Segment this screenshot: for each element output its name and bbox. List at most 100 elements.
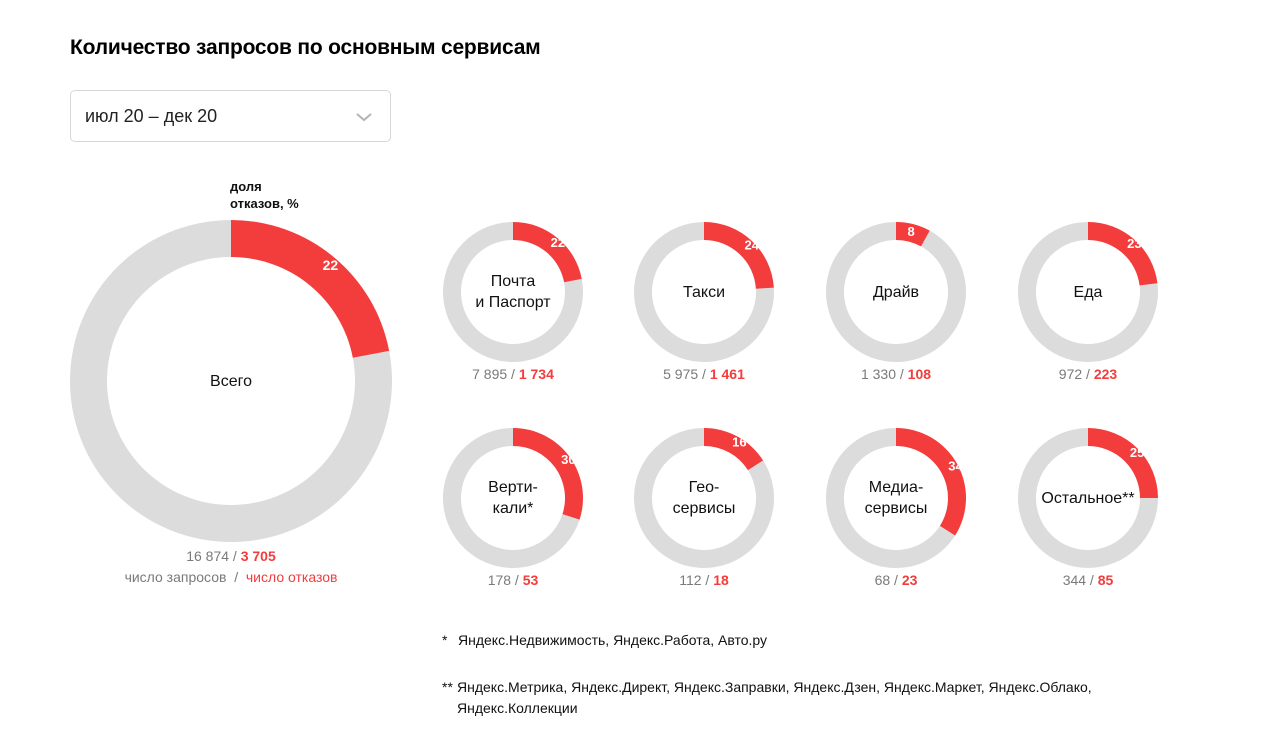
pct-label-service-6: 16	[732, 435, 746, 450]
pct-label-service-8: 25	[1130, 445, 1144, 460]
pct-label-service-1: 22	[551, 235, 565, 250]
footnote-2-line1: Яндекс.Метрика, Яндекс.Директ, Яндекс.За…	[457, 679, 1092, 695]
donut-svg-total: 22	[70, 220, 393, 542]
failures-count: 1 734	[518, 366, 554, 382]
requests-count: 7 895	[472, 366, 508, 382]
failures-count: 23	[901, 572, 918, 588]
center-label-service-4: Еда	[1018, 282, 1158, 303]
stat-separator: /	[507, 366, 519, 382]
stat-separator: /	[890, 572, 902, 588]
stat-total: 16 874 / 3 705	[131, 548, 331, 564]
donut-svg-service-1: 22	[443, 222, 583, 362]
center-label-total: Всего	[70, 371, 392, 392]
period-select-value: июл 20 – дек 20	[85, 106, 218, 126]
requests-count: 68	[874, 572, 891, 588]
pct-label-service-3: 8	[908, 224, 915, 239]
center-label-line: Остальное**	[1041, 489, 1135, 507]
center-label-service-8: Остальное**	[1018, 488, 1158, 509]
donut-service-7: 34 Медиа-сервисы	[826, 428, 966, 568]
fail-slice-service-5	[513, 428, 583, 520]
fail-slice-service-3	[896, 222, 930, 247]
footnote-2-mark: **	[442, 679, 453, 695]
failures-count: 108	[907, 366, 932, 382]
center-label-line: Всего	[210, 372, 252, 390]
stat-service-2: 5 975 / 1 461	[604, 366, 804, 382]
footnote-1-mark: *	[442, 632, 448, 648]
stat-separator: /	[1086, 572, 1098, 588]
donut-service-6: 16 Гео-сервисы	[634, 428, 774, 568]
requests-count: 972	[1058, 366, 1083, 382]
donut-service-1: 22 Почта и Паспорт	[443, 222, 583, 362]
failure-share-label-line2: отказов, %	[230, 196, 299, 211]
donut-svg-service-5: 30	[443, 428, 583, 568]
pct-label-service-7: 34	[948, 459, 963, 474]
chevron-down-icon	[356, 113, 372, 122]
footnote-1-text: Яндекс.Недвижимость, Яндекс.Работа, Авто…	[458, 632, 768, 648]
center-label-service-7: Медиа-сервисы	[826, 477, 966, 519]
failures-count: 53	[522, 572, 539, 588]
failure-share-label-line1: доля	[230, 179, 262, 194]
legend-separator: /	[234, 569, 239, 585]
footnote-2: ** Яндекс.Метрика, Яндекс.Директ, Яндекс…	[442, 677, 1202, 721]
failures-count: 85	[1097, 572, 1114, 588]
requests-count: 178	[487, 572, 512, 588]
center-label-line: и Паспорт	[475, 294, 551, 311]
stat-service-7: 68 / 23	[796, 572, 996, 588]
donut-total: 22 Всего	[70, 220, 393, 542]
legend-fail-label: число отказов	[245, 569, 338, 585]
chart-legend: число запросов / число отказов	[70, 569, 392, 585]
stat-separator: /	[701, 572, 714, 588]
center-label-line: Медиа-	[868, 479, 924, 496]
requests-count: 16 874	[186, 548, 230, 564]
donut-svg-service-8: 25	[1018, 428, 1158, 568]
center-label-line: Гео-	[688, 479, 720, 496]
stat-separator: /	[229, 548, 241, 564]
center-label-line: кали*	[492, 500, 534, 517]
footnote-2-text: Яндекс.Метрика, Яндекс.Директ, Яндекс.За…	[457, 677, 1092, 719]
requests-count: 112	[679, 572, 702, 588]
donut-svg-service-3: 8	[826, 222, 966, 362]
stat-separator: /	[698, 366, 710, 382]
footnote-2-line2: Яндекс.Коллекции	[457, 700, 578, 716]
center-label-service-5: Верти-кали*	[443, 477, 583, 519]
donut-svg-service-2: 24	[634, 222, 774, 362]
center-label-service-6: Гео-сервисы	[634, 477, 774, 519]
stat-service-8: 344 / 85	[988, 572, 1188, 588]
center-label-line: Почта	[490, 273, 536, 290]
stat-separator: /	[1082, 366, 1094, 382]
requests-count: 5 975	[663, 366, 699, 382]
pct-label-service-5: 30	[561, 452, 575, 467]
center-label-service-2: Такси	[634, 282, 774, 303]
fail-slice-service-6	[704, 428, 764, 471]
center-label-line: Еда	[1073, 283, 1103, 301]
donut-service-2: 24 Такси	[634, 222, 774, 362]
stat-service-5: 178 / 53	[413, 572, 613, 588]
donut-svg-service-4: 23	[1018, 222, 1158, 362]
pct-label-total: 22	[323, 257, 339, 273]
center-label-line: Такси	[682, 283, 726, 301]
fail-slice-service-8	[1088, 428, 1158, 498]
failure-share-label: доля отказов, %	[230, 178, 299, 212]
pct-label-service-4: 23	[1127, 236, 1141, 251]
page-title: Количество запросов по основным сервисам	[70, 36, 541, 59]
fail-slice-service-1	[513, 222, 582, 283]
stat-service-6: 112 / 18	[604, 572, 804, 588]
stat-separator: /	[896, 366, 908, 382]
period-select[interactable]: июл 20 – дек 20	[70, 90, 391, 142]
donut-svg-service-6: 16	[634, 428, 774, 568]
failures-count: 3 705	[240, 548, 276, 564]
center-label-line: сервисы	[672, 500, 736, 517]
donut-service-4: 23 Еда	[1018, 222, 1158, 362]
stat-service-1: 7 895 / 1 734	[413, 366, 613, 382]
failures-count: 223	[1093, 366, 1118, 382]
center-label-line: Верти-	[488, 479, 538, 496]
donut-service-8: 25 Остальное**	[1018, 428, 1158, 568]
stat-separator: /	[511, 572, 523, 588]
center-label-service-3: Драйв	[826, 282, 966, 303]
fail-slice-service-2	[704, 222, 774, 289]
stat-service-3: 1 330 / 108	[796, 366, 996, 382]
failures-count: 18	[713, 572, 729, 588]
center-label-service-1: Почта и Паспорт	[443, 271, 583, 313]
requests-count: 1 330	[860, 366, 896, 382]
donut-service-5: 30 Верти-кали*	[443, 428, 583, 568]
